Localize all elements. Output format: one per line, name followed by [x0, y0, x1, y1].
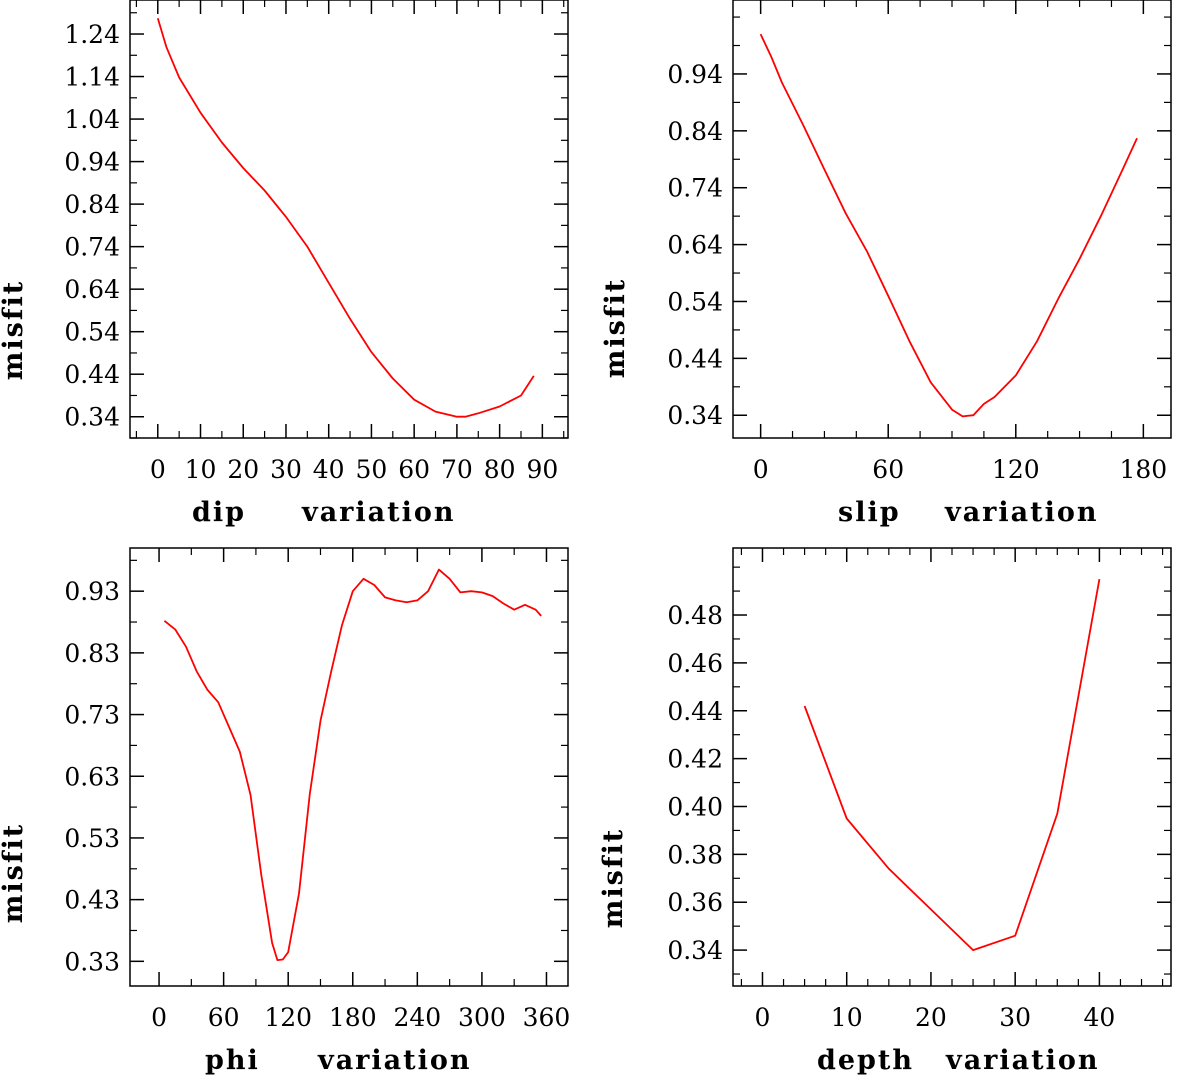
x-tick-label: 80: [484, 455, 516, 484]
y-tick-label: 0.94: [667, 60, 723, 89]
x-tick-label: 120: [264, 1003, 312, 1032]
x-tick-label: 30: [270, 455, 302, 484]
y-tick-label: 1.24: [64, 20, 120, 49]
x-axis-label-word: variation: [944, 497, 1099, 528]
x-axis-label-word: variation: [945, 1045, 1100, 1076]
y-tick-label: 0.48: [667, 601, 723, 630]
y-tick-label: 0.44: [667, 344, 723, 373]
y-tick-label: 0.38: [667, 840, 723, 869]
panel-depth: 0.48 0.46 0.44 0.42 0.40 0.38 0.36 0.34 0 10 20 30…: [598, 547, 1172, 1076]
x-axis-label-param: phi: [205, 1045, 260, 1076]
y-tick-label: 0.84: [667, 117, 723, 146]
y-axis: 0.93 0.83 0.73 0.63 0.53 0.43 0.33: [64, 559, 568, 976]
y-tick-label: 1.14: [64, 63, 120, 92]
y-tick-label: 0.34: [667, 936, 723, 965]
plot-frame: [129, 547, 569, 987]
plot-frame: [129, 0, 569, 439]
panel-slip: 0.94 0.84 0.74 0.64 0.54 0.44 0.34 0 60 120 180 m…: [600, 0, 1172, 528]
x-tick-label: 70: [441, 455, 473, 484]
x-tick-label: 50: [356, 455, 388, 484]
x-tick-label: 90: [526, 455, 558, 484]
misfit-series-line: [803, 578, 1101, 951]
y-axis: 0.94 0.84 0.74 0.64 0.54 0.44 0.34: [667, 16, 1171, 430]
x-tick-label: 10: [831, 1003, 863, 1032]
y-tick-label: 0.54: [64, 318, 120, 347]
x-axis-label-param: dip: [192, 497, 246, 528]
x-tick-label: 180: [1119, 455, 1167, 484]
plot-frame: [732, 0, 1172, 439]
y-tick-label: 0.34: [64, 403, 120, 432]
x-axis: 0 60 120 180: [753, 0, 1167, 484]
x-axis: 0 60 120 180 240 300 360: [151, 548, 570, 1032]
y-tick-label: 0.43: [64, 886, 120, 915]
x-tick-label: 300: [458, 1003, 506, 1032]
data-layer: [156, 18, 535, 418]
y-tick-label: 0.83: [64, 639, 120, 668]
x-tick-label: 180: [329, 1003, 377, 1032]
y-tick-label: 0.53: [64, 824, 120, 853]
y-tick-label: 0.44: [667, 697, 723, 726]
y-axis-label: misfit: [600, 278, 631, 378]
x-tick-label: 60: [872, 455, 904, 484]
x-tick-label: 360: [523, 1003, 571, 1032]
y-tick-label: 0.94: [64, 148, 120, 177]
y-axis-label: misfit: [598, 828, 629, 928]
x-tick-label: 120: [992, 455, 1040, 484]
y-tick-label: 0.74: [64, 233, 120, 262]
y-tick-label: 0.74: [667, 174, 723, 203]
misfit-series-line: [163, 568, 542, 961]
x-axis: 0 10 20 30 40 50 60 70 80 90: [135, 0, 565, 484]
y-tick-label: 0.33: [64, 947, 120, 976]
y-tick-label: 0.54: [667, 287, 723, 316]
x-tick-label: 20: [915, 1003, 947, 1032]
y-tick-label: 0.44: [64, 360, 120, 389]
x-tick-label: 60: [208, 1003, 240, 1032]
plot-frame: [732, 547, 1172, 987]
x-axis: 0 10 20 30 40: [740, 548, 1164, 1032]
x-tick-label: 10: [185, 455, 217, 484]
panel-phi: 0.93 0.83 0.73 0.63 0.53 0.43 0.33 0 60 120 180 24…: [0, 547, 570, 1076]
x-tick-label: 60: [398, 455, 430, 484]
x-tick-label: 40: [313, 455, 345, 484]
y-tick-label: 0.73: [64, 701, 120, 730]
y-tick-label: 1.04: [64, 105, 120, 134]
y-tick-label: 0.93: [64, 577, 120, 606]
y-tick-label: 0.42: [667, 745, 723, 774]
x-tick-label: 240: [393, 1003, 441, 1032]
x-tick-label: 0: [755, 1003, 771, 1032]
y-axis-label: misfit: [0, 280, 29, 380]
y-axis: 0.48 0.46 0.44 0.42 0.40 0.38 0.36 0.34: [667, 566, 1171, 975]
y-axis-label: misfit: [0, 823, 29, 923]
y-tick-label: 0.84: [64, 190, 120, 219]
x-tick-label: 0: [753, 455, 769, 484]
data-layer: [759, 33, 1138, 418]
y-tick-label: 0.34: [667, 401, 723, 430]
data-layer: [163, 568, 542, 961]
x-tick-label: 0: [151, 1003, 167, 1032]
x-axis-label-word: variation: [317, 1045, 472, 1076]
misfit-series-line: [156, 18, 535, 418]
y-tick-label: 0.64: [64, 275, 120, 304]
y-tick-label: 0.63: [64, 762, 120, 791]
y-tick-label: 0.46: [667, 649, 723, 678]
x-axis-label-param: slip: [838, 497, 901, 528]
x-tick-label: 20: [227, 455, 259, 484]
x-tick-label: 30: [999, 1003, 1031, 1032]
x-axis-label-word: variation: [301, 497, 456, 528]
y-tick-label: 0.64: [667, 231, 723, 260]
y-tick-label: 0.36: [667, 888, 723, 917]
x-axis-label-param: depth: [817, 1045, 914, 1076]
x-tick-label: 40: [1083, 1003, 1115, 1032]
data-layer: [803, 578, 1101, 951]
y-tick-label: 0.40: [667, 792, 723, 821]
panel-dip: 1.24 1.14 1.04 0.94 0.84 0.74 0.64 0.54 0.44 0.34…: [0, 0, 569, 528]
misfit-series-line: [759, 33, 1138, 418]
x-tick-label: 0: [150, 455, 166, 484]
y-axis: 1.24 1.14 1.04 0.94 0.84 0.74 0.64 0.54 0.44 0.34: [64, 12, 568, 439]
